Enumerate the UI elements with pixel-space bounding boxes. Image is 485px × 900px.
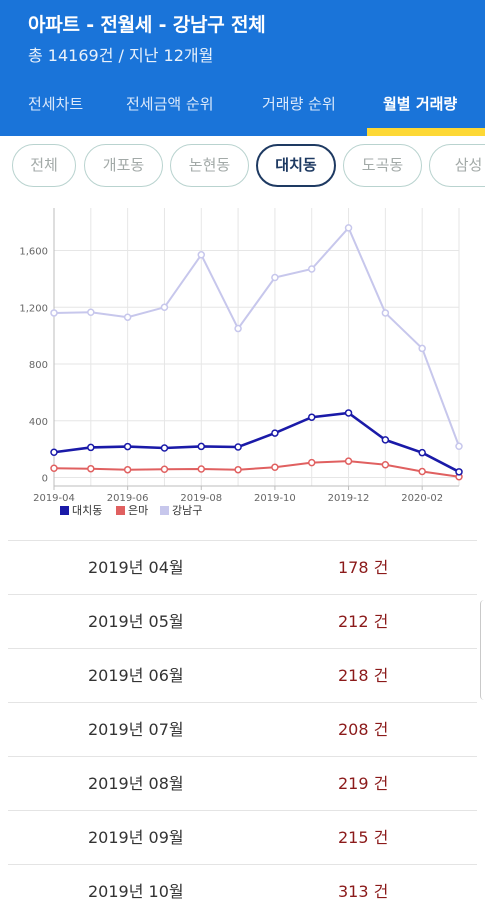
tab-volume-rank[interactable]: 거래량 순위 [262, 95, 336, 113]
transaction-count: 208 건 [338, 720, 389, 739]
data-point [381, 460, 390, 469]
data-point [50, 448, 58, 456]
data-point [344, 224, 353, 232]
data-point [271, 429, 279, 437]
monthly-volume-list: 2019년 04월 178 건 2019년 05월 212 건 2019년 06월 218… [0, 540, 485, 900]
list-item[interactable]: 2019년 05월 212 건 [8, 594, 477, 648]
x-tick-label: 2019-04 [33, 493, 75, 504]
x-tick-label: 2019-10 [254, 493, 296, 504]
tab-monthly-volume[interactable]: 월별 거래량 [383, 95, 458, 113]
transaction-count: 215 건 [338, 828, 389, 847]
x-tick-label: 2019-06 [107, 493, 149, 504]
data-point [87, 308, 95, 316]
data-point [381, 309, 390, 317]
legend-label: 강남구 [172, 504, 202, 517]
data-point [87, 464, 95, 473]
monthly-volume-chart: 0 400 800 1,200 1,600 2019-04 2019-06 2019-08 20… [0, 196, 485, 536]
data-point [307, 265, 316, 273]
legend-swatch [160, 506, 169, 515]
y-tick-label: 1,200 [19, 303, 48, 314]
district-filter-chips: 전체 개포동 논현동 대치동 도곡동 삼성 [0, 136, 485, 196]
tab-bar: 전세차트 전세금액 순위 거래량 순위 월별 거래량 [0, 78, 485, 136]
x-tick-label: 2020-02 [401, 493, 443, 504]
year-month-label: 2019년 10월 [88, 882, 184, 900]
page-subtitle: 총 14169건 / 지난 12개월 [28, 46, 214, 65]
transaction-count: 219 건 [338, 774, 389, 793]
data-point [234, 324, 242, 333]
chip-daechi[interactable]: 대치동 [256, 144, 336, 187]
data-point [418, 448, 426, 457]
chip-gaepo[interactable]: 개포동 [84, 144, 163, 187]
data-point [344, 457, 353, 465]
x-tick-label: 2019-12 [328, 493, 370, 504]
line-chart: 0 400 800 1,200 1,600 2019-04 2019-06 2019-08 20… [19, 208, 463, 517]
data-point [307, 413, 316, 421]
year-month-label: 2019년 04월 [88, 558, 184, 577]
list-item[interactable]: 2019년 07월 208 건 [8, 702, 477, 756]
active-tab-indicator [367, 128, 485, 136]
data-point [307, 458, 316, 467]
year-month-label: 2019년 09월 [88, 828, 184, 847]
data-point [197, 465, 206, 473]
list-item[interactable]: 2019년 06월 218 건 [8, 648, 477, 702]
data-point [418, 344, 426, 353]
data-point [271, 463, 279, 472]
legend-label: 은마 [128, 504, 148, 517]
transaction-count: 313 건 [338, 882, 389, 900]
data-point [50, 309, 58, 317]
y-tick-label: 0 [42, 473, 48, 484]
chip-samseong[interactable]: 삼성 [429, 144, 485, 187]
legend-label: 대치동 [72, 504, 102, 517]
tab-jeonse-price-rank[interactable]: 전세금액 순위 [126, 95, 214, 113]
list-item[interactable]: 2019년 09월 215 건 [8, 810, 477, 864]
chip-dogok[interactable]: 도곡동 [343, 144, 422, 187]
transaction-count: 218 건 [338, 666, 389, 685]
list-item[interactable]: 2019년 10월 313 건 [8, 864, 477, 900]
app-header: 아파트 - 전월세 - 강남구 전체 총 14169건 / 지난 12개월 전세… [0, 0, 485, 136]
list-item[interactable]: 2019년 08월 219 건 [8, 756, 477, 810]
year-month-label: 2019년 06월 [88, 666, 184, 685]
data-point [344, 409, 353, 417]
year-month-label: 2019년 07월 [88, 720, 184, 739]
x-tick-label: 2019-08 [180, 493, 222, 504]
y-tick-label: 800 [29, 360, 48, 371]
transaction-count: 178 건 [338, 558, 389, 577]
data-point [160, 303, 169, 312]
list-item[interactable]: 2019년 04월 178 건 [8, 540, 477, 594]
page-title: 아파트 - 전월세 - 강남구 전체 [28, 14, 266, 36]
chip-all[interactable]: 전체 [12, 144, 76, 187]
series-line-2 [53, 226, 460, 447]
y-tick-label: 1,600 [19, 247, 48, 258]
data-point [160, 465, 169, 474]
year-month-label: 2019년 08월 [88, 774, 184, 793]
data-point [87, 443, 95, 452]
data-point [234, 443, 242, 451]
data-point [381, 436, 390, 444]
data-point [123, 442, 132, 451]
data-point [123, 313, 132, 321]
data-point [418, 467, 426, 476]
data-point [234, 465, 242, 474]
scroll-indicator [480, 600, 485, 700]
series-line-0 [53, 411, 460, 473]
data-point [123, 465, 132, 474]
data-point [50, 464, 58, 473]
legend-swatch [116, 506, 125, 515]
data-point [160, 444, 169, 452]
legend-swatch [60, 506, 69, 515]
year-month-label: 2019년 05월 [88, 612, 184, 631]
chip-nonhyeon[interactable]: 논현동 [170, 144, 249, 187]
data-point [197, 442, 206, 451]
series-line-1 [53, 460, 460, 478]
data-point [271, 273, 279, 282]
transaction-count: 212 건 [338, 612, 389, 631]
tab-jeonse-chart[interactable]: 전세차트 [28, 95, 84, 113]
data-point [455, 442, 463, 451]
data-point [455, 468, 463, 476]
y-tick-label: 400 [29, 417, 48, 428]
data-point [197, 251, 206, 259]
